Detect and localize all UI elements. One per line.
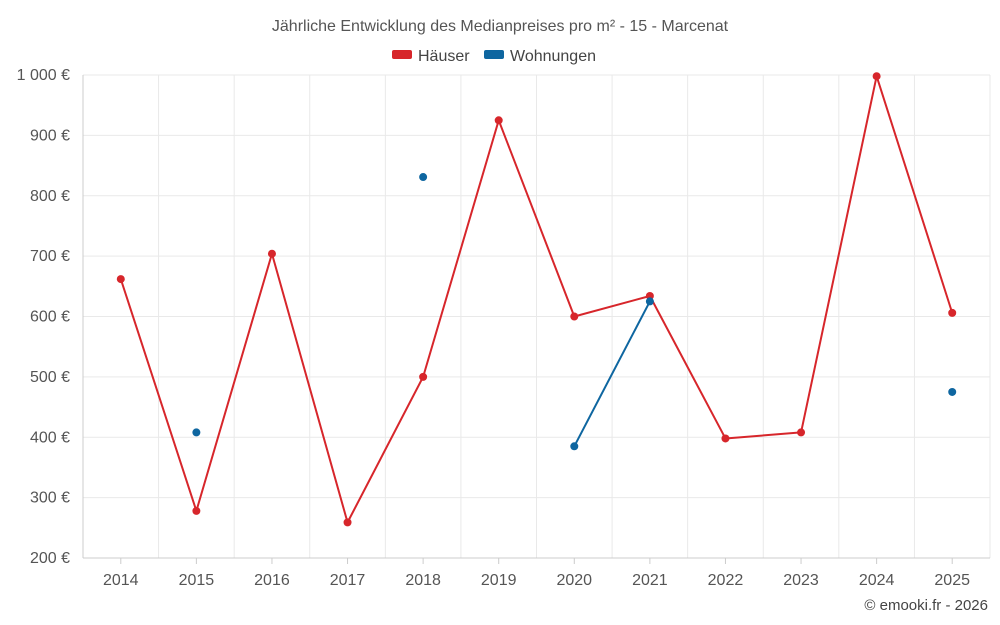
series-segment-haeuser — [119, 278, 198, 512]
legend-swatch-wohnungen — [484, 50, 504, 59]
series-layer — [116, 72, 957, 527]
y-tick-label: 300 € — [30, 490, 70, 507]
y-tick-label: 700 € — [30, 248, 70, 265]
legend-item-wohnungen[interactable]: Wohnungen — [484, 48, 596, 65]
x-tick-label: 2024 — [859, 572, 895, 589]
series-segment-haeuser — [648, 294, 727, 440]
data-point-wohnungen[interactable] — [570, 442, 579, 451]
credit-text: © emooki.fr - 2026 — [864, 597, 988, 614]
data-point-wohnungen[interactable] — [948, 387, 957, 396]
data-point-haeuser[interactable] — [494, 116, 503, 125]
x-tick-label: 2025 — [934, 572, 970, 589]
data-point-haeuser[interactable] — [797, 428, 806, 437]
x-tick-label: 2018 — [405, 572, 441, 589]
data-point-wohnungen[interactable] — [419, 173, 428, 182]
legend-label-wohnungen: Wohnungen — [510, 48, 596, 65]
x-axis-ticks: 2014 2015 2016 2017 2018 2019 2020 2021 2022 2023… — [103, 558, 970, 589]
y-tick-label: 400 € — [30, 429, 70, 446]
series-segment-haeuser — [497, 119, 576, 318]
x-tick-label: 2019 — [481, 572, 517, 589]
series-segment-haeuser — [875, 75, 954, 314]
x-tick-label: 2015 — [179, 572, 215, 589]
data-point-haeuser[interactable] — [116, 275, 125, 284]
grid-lines — [83, 74, 991, 558]
data-point-haeuser[interactable] — [343, 518, 352, 527]
y-tick-label: 1 000 € — [17, 67, 70, 84]
y-tick-label: 900 € — [30, 127, 70, 144]
series-wohnungen — [192, 173, 957, 451]
axes — [82, 75, 990, 559]
legend-label-haeuser: Häuser — [418, 48, 470, 65]
x-tick-label: 2023 — [783, 572, 819, 589]
series-segment-haeuser — [800, 75, 878, 434]
series-segment-haeuser — [346, 375, 425, 524]
data-point-haeuser[interactable] — [192, 506, 201, 515]
data-point-haeuser[interactable] — [948, 308, 957, 317]
x-tick-label: 2020 — [556, 572, 592, 589]
x-tick-label: 2021 — [632, 572, 668, 589]
data-point-haeuser[interactable] — [872, 72, 881, 81]
data-point-wohnungen[interactable] — [645, 297, 654, 306]
data-point-wohnungen[interactable] — [192, 428, 201, 437]
chart-legend: Häuser Wohnungen — [392, 48, 596, 65]
series-haeuser — [116, 72, 957, 527]
y-tick-label: 800 € — [30, 188, 70, 205]
data-point-haeuser[interactable] — [267, 249, 276, 258]
chart-title: Jährliche Entwicklung des Medianpreises … — [272, 18, 729, 35]
y-tick-label: 200 € — [30, 550, 70, 567]
y-axis-ticks: 200 € 300 € 400 € 500 € 600 € 700 € 800 € 900 €… — [17, 67, 70, 567]
x-tick-label: 2016 — [254, 572, 290, 589]
x-tick-label: 2017 — [330, 572, 366, 589]
series-segment-wohnungen — [573, 300, 651, 448]
series-segment-haeuser — [573, 294, 651, 318]
legend-item-haeuser[interactable]: Häuser — [392, 48, 470, 65]
legend-swatch-haeuser — [392, 50, 412, 59]
series-segment-haeuser — [270, 252, 349, 524]
series-segment-haeuser — [195, 252, 273, 512]
x-tick-label: 2014 — [103, 572, 139, 589]
data-point-haeuser[interactable] — [419, 372, 428, 381]
series-segment-haeuser — [422, 119, 500, 378]
y-tick-label: 600 € — [30, 309, 70, 326]
data-point-haeuser[interactable] — [570, 312, 579, 321]
y-tick-label: 500 € — [30, 369, 70, 386]
x-tick-label: 2022 — [708, 572, 744, 589]
data-point-haeuser[interactable] — [721, 434, 730, 443]
series-segment-haeuser — [724, 431, 803, 440]
